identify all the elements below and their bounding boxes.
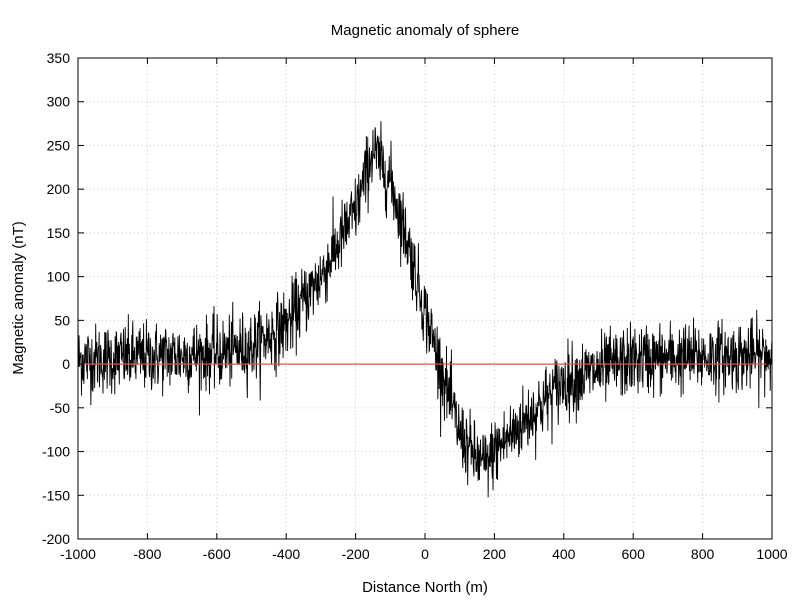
x-tick-label: -1000 — [60, 546, 96, 562]
x-tick-label: -600 — [203, 546, 231, 562]
x-tick-label: 600 — [622, 546, 646, 562]
y-tick-label: 200 — [47, 181, 71, 197]
x-tick-label: -400 — [272, 546, 300, 562]
series-layer — [77, 121, 773, 498]
y-tick-label: 350 — [47, 50, 71, 66]
x-tick-label: 0 — [421, 546, 429, 562]
y-tick-label: -50 — [50, 400, 70, 416]
x-axis-label: Distance North (m) — [362, 579, 488, 596]
y-axis-label: Magnetic anomaly (nT) — [10, 221, 27, 374]
y-tick-label: 100 — [47, 269, 71, 285]
x-tick-label: 800 — [691, 546, 715, 562]
anomaly-series-line — [77, 121, 773, 498]
y-tick-label: 150 — [47, 225, 71, 241]
y-tick-label: 300 — [47, 94, 71, 110]
y-tick-label: -100 — [42, 444, 70, 460]
axis-ticks: -1000 -800 -600 -400 -200 0 200 400 600 800 1000-2… — [42, 50, 788, 562]
x-tick-label: 200 — [483, 546, 507, 562]
y-tick-label: 50 — [54, 312, 70, 328]
x-tick-label: -800 — [133, 546, 161, 562]
y-tick-label: 250 — [47, 137, 71, 153]
y-tick-label: 0 — [62, 356, 70, 372]
y-tick-label: -200 — [42, 531, 70, 547]
x-tick-label: 400 — [552, 546, 576, 562]
x-tick-label: -200 — [342, 546, 370, 562]
x-tick-label: 1000 — [756, 546, 787, 562]
chart-title: Magnetic anomaly of sphere — [331, 22, 519, 39]
y-tick-label: -150 — [42, 487, 70, 503]
